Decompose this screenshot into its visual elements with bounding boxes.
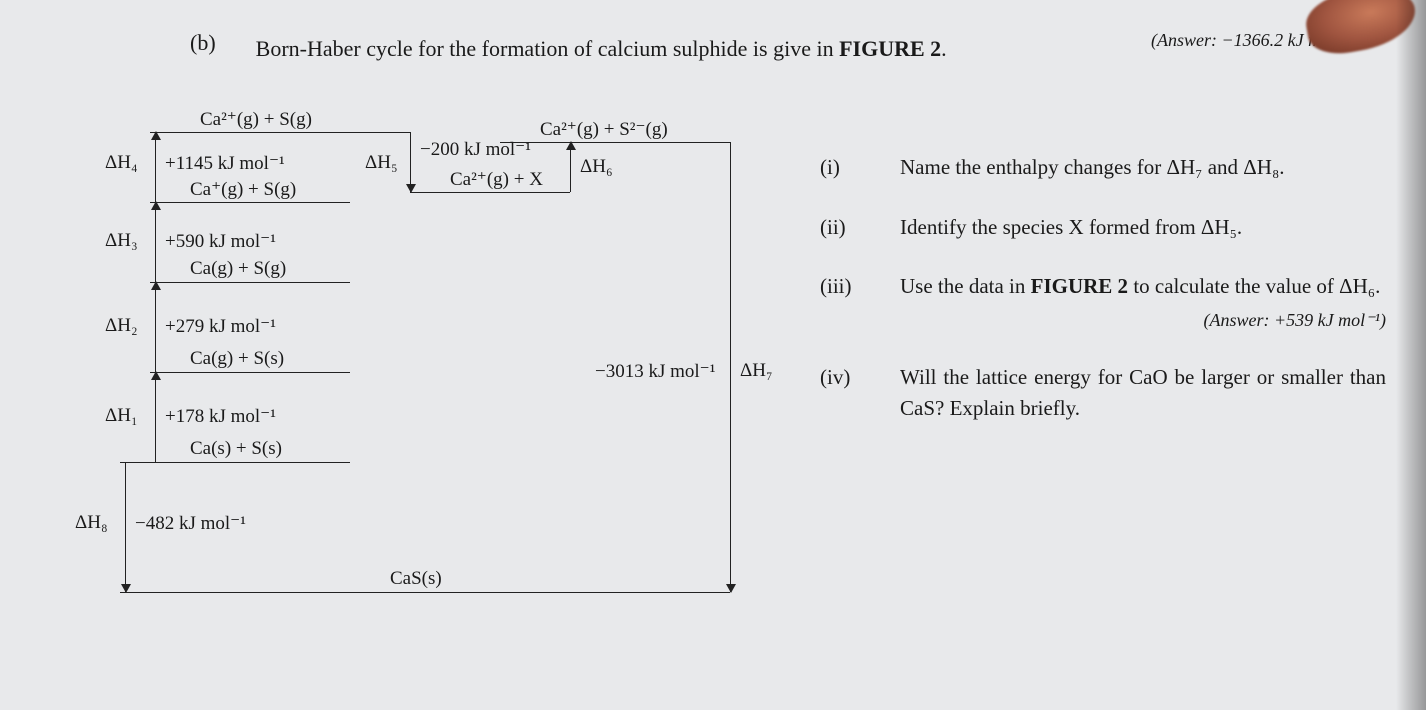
level-top-right (500, 142, 730, 143)
question-ii: (ii) Identify the species X formed from … (820, 212, 1386, 244)
level-cas (120, 592, 730, 593)
questions-list: (i) Name the enthalpy changes for ΔH₇ an… (820, 112, 1386, 632)
arrow-dh3 (155, 202, 156, 282)
dh1-val: +178 kJ mol⁻¹ (165, 405, 276, 428)
qnum-iv: (iv) (820, 362, 870, 425)
part-label: (b) (190, 30, 216, 56)
dh3-label: ΔH₃ (105, 230, 138, 252)
level-cag-sg (150, 282, 350, 283)
level-x (410, 192, 570, 193)
arrow-dh8 (125, 462, 126, 592)
dh8-val: −482 kJ mol⁻¹ (135, 512, 246, 535)
qnum-i: (i) (820, 152, 870, 184)
arrow-dh4 (155, 132, 156, 202)
dh2-label: ΔH₂ (105, 315, 138, 337)
qtext-i: Name the enthalpy changes for ΔH₇ and ΔH… (900, 152, 1386, 184)
arrow-dh2 (155, 282, 156, 372)
dh6-label: ΔH₆ (580, 156, 613, 178)
page: (b) Born-Haber cycle for the formation o… (0, 0, 1426, 710)
level-cag-ss (150, 372, 350, 373)
q3-answer: (Answer: +539 kJ mol⁻¹) (900, 307, 1386, 334)
intro-prefix: Born-Haber cycle for the formation of ca… (256, 36, 839, 61)
label-cag-sg: Ca(g) + S(g) (190, 258, 286, 280)
qtext-iv: Will the lattice energy for CaO be large… (900, 362, 1386, 425)
label-ca2-sg: Ca²⁺(g) + S(g) (200, 108, 312, 131)
question-iv: (iv) Will the lattice energy for CaO be … (820, 362, 1386, 425)
qtext-ii: Identify the species X formed from ΔH₅. (900, 212, 1386, 244)
level-ca-plus (150, 202, 350, 203)
intro-bold: FIGURE 2 (839, 36, 941, 61)
q3-b: to calculate the value of ΔH₆. (1128, 274, 1380, 298)
dh7-val: −3013 kJ mol⁻¹ (595, 360, 715, 383)
label-cag-ss: Ca(g) + S(s) (190, 348, 284, 370)
qnum-iii: (iii) (820, 271, 870, 334)
dh5-val: −200 kJ mol⁻¹ (420, 138, 531, 161)
dh7-label: ΔH₇ (740, 360, 773, 382)
dh2-val: +279 kJ mol⁻¹ (165, 315, 276, 338)
arrow-dh7 (730, 142, 731, 592)
arrow-dh1 (155, 372, 156, 462)
dh8-label: ΔH₈ (75, 512, 108, 534)
question-i: (i) Name the enthalpy changes for ΔH₇ an… (820, 152, 1386, 184)
question-iii: (iii) Use the data in FIGURE 2 to calcul… (820, 271, 1386, 334)
intro-text: Born-Haber cycle for the formation of ca… (256, 30, 1111, 62)
level-cas-ss (120, 462, 350, 463)
dh4-label: ΔH₄ (105, 152, 138, 174)
qnum-ii: (ii) (820, 212, 870, 244)
arrow-dh5 (410, 132, 411, 192)
label-ca-plus: Ca⁺(g) + S(g) (190, 178, 296, 201)
content-row: Ca²⁺(g) + S(g) Ca²⁺(g) + S²⁻(g) Ca²⁺(g) … (40, 112, 1386, 632)
label-cas: CaS(s) (390, 568, 442, 590)
dh3-val: +590 kJ mol⁻¹ (165, 230, 276, 253)
header-row: (b) Born-Haber cycle for the formation o… (40, 30, 1386, 62)
label-ca2-s2: Ca²⁺(g) + S²⁻(g) (540, 118, 668, 141)
level-top-left (150, 132, 410, 133)
q3-bold: FIGURE 2 (1031, 274, 1128, 298)
dh4-val: +1145 kJ mol⁻¹ (165, 152, 285, 175)
qtext-iii: Use the data in FIGURE 2 to calculate th… (900, 271, 1386, 334)
q3-a: Use the data in (900, 274, 1031, 298)
label-cas-ss: Ca(s) + S(s) (190, 438, 282, 460)
born-haber-diagram: Ca²⁺(g) + S(g) Ca²⁺(g) + S²⁻(g) Ca²⁺(g) … (70, 112, 790, 632)
page-edge-shadow (1396, 0, 1426, 710)
dh5-label: ΔH₅ (365, 152, 398, 174)
dh1-label: ΔH₁ (105, 405, 138, 427)
arrow-dh6 (570, 142, 571, 192)
label-ca2-x: Ca²⁺(g) + X (450, 168, 543, 191)
intro-suffix: . (941, 36, 947, 61)
